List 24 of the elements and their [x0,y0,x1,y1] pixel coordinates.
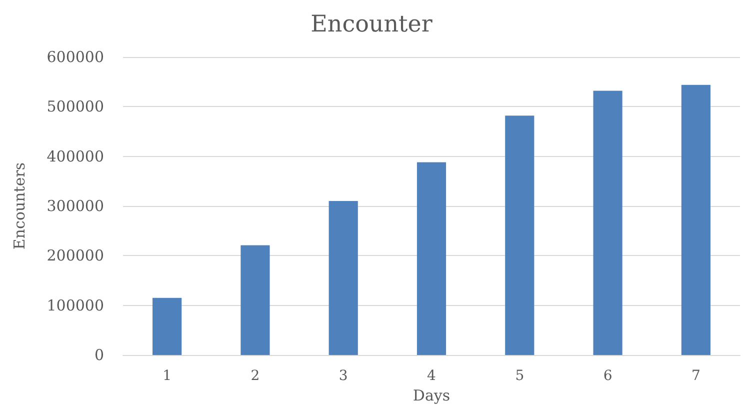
x-tick-label: 1 [162,368,172,384]
y-tick-label: 300000 [46,197,104,215]
y-tick-label: 500000 [46,98,104,116]
x-tick-label: 6 [603,368,612,384]
x-tick-label: 3 [338,368,348,384]
x-tick-label: 2 [250,368,260,384]
bar [681,84,710,355]
x-axis-title: Days [412,386,450,404]
x-tick-label: 7 [691,368,700,384]
bar [593,90,622,355]
y-tick-label: 200000 [46,246,104,265]
chart-title: Encounter [310,12,432,38]
bar [240,245,270,355]
bar [152,298,182,355]
y-tick-label: 0 [94,346,104,364]
x-tick-label: 5 [515,368,524,384]
bar [416,162,446,355]
y-tick-label: 100000 [46,296,104,314]
y-axis-title: Encounters [10,162,28,250]
bar [505,116,534,355]
y-tick-label: 600000 [46,48,104,66]
x-tick-label: 4 [427,368,436,384]
bar [328,201,358,355]
y-tick-label: 400000 [46,147,104,166]
